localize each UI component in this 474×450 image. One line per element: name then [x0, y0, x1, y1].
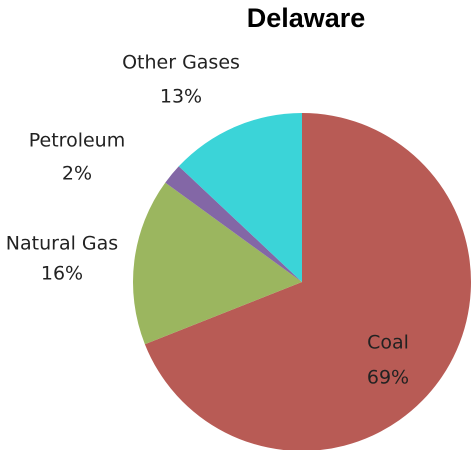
chart-title: Delaware — [247, 3, 366, 33]
slice-value-label: 13% — [160, 86, 202, 108]
pie-slice — [165, 166, 302, 282]
slice-label: Coal — [367, 332, 409, 354]
pie-slice — [178, 113, 302, 282]
slice-value-label: 2% — [62, 163, 92, 185]
slice-label: Natural Gas — [6, 233, 118, 255]
pie-slice — [132, 182, 302, 345]
slice-label: Other Gases — [122, 52, 240, 74]
slice-label: Petroleum — [29, 130, 125, 152]
slice-value-label: 69% — [367, 367, 409, 389]
slice-value-label: 16% — [41, 263, 83, 285]
pie-slice — [144, 113, 471, 450]
